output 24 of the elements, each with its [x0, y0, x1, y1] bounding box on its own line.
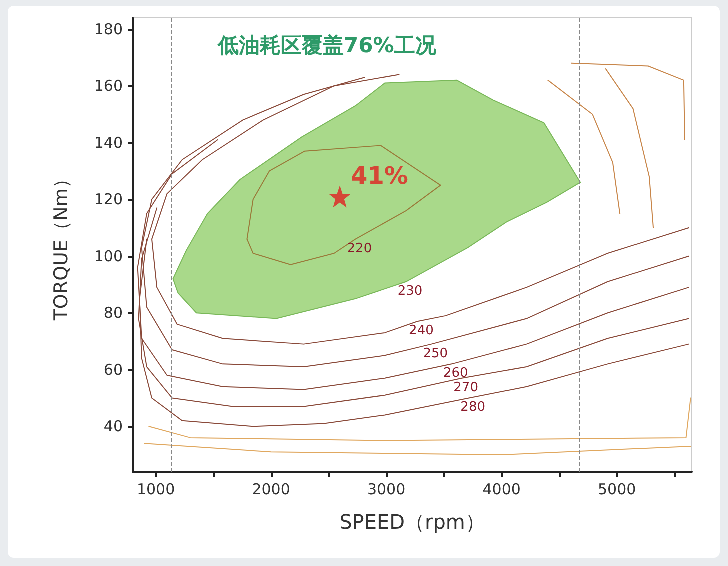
y-tick-label: 40	[104, 418, 123, 436]
y-tick-label: 160	[94, 77, 123, 96]
annotation: 230	[398, 284, 423, 299]
annotation: 270	[454, 380, 478, 396]
y-tick-label: 180	[94, 20, 123, 38]
series-label: 41%	[351, 162, 408, 190]
y-tick-label: 120	[94, 190, 123, 209]
x-tick-label: 1000	[136, 480, 176, 498]
annotation: 220	[347, 241, 372, 256]
text: 低油耗区覆盖76%工况	[217, 34, 438, 58]
annotation: 250	[423, 346, 448, 362]
x-tick-label: 4000	[482, 480, 521, 498]
y-tick-label: 60	[104, 360, 123, 379]
y-axis-title: TORQUE（Nm）	[50, 169, 72, 322]
x-tick-label: 5000	[598, 480, 636, 498]
annotation: 280	[460, 400, 486, 416]
y-tick-label: 100	[94, 247, 123, 266]
x-axis-title: SPEED（rpm）	[340, 510, 486, 534]
annotation: 260	[444, 366, 468, 382]
y-tick-label: 140	[94, 134, 123, 152]
y-tick-label: 80	[104, 304, 123, 322]
x-tick-label: 2000	[252, 480, 290, 498]
annotation: 240	[409, 324, 434, 339]
x-tick-label: 3000	[367, 480, 406, 498]
